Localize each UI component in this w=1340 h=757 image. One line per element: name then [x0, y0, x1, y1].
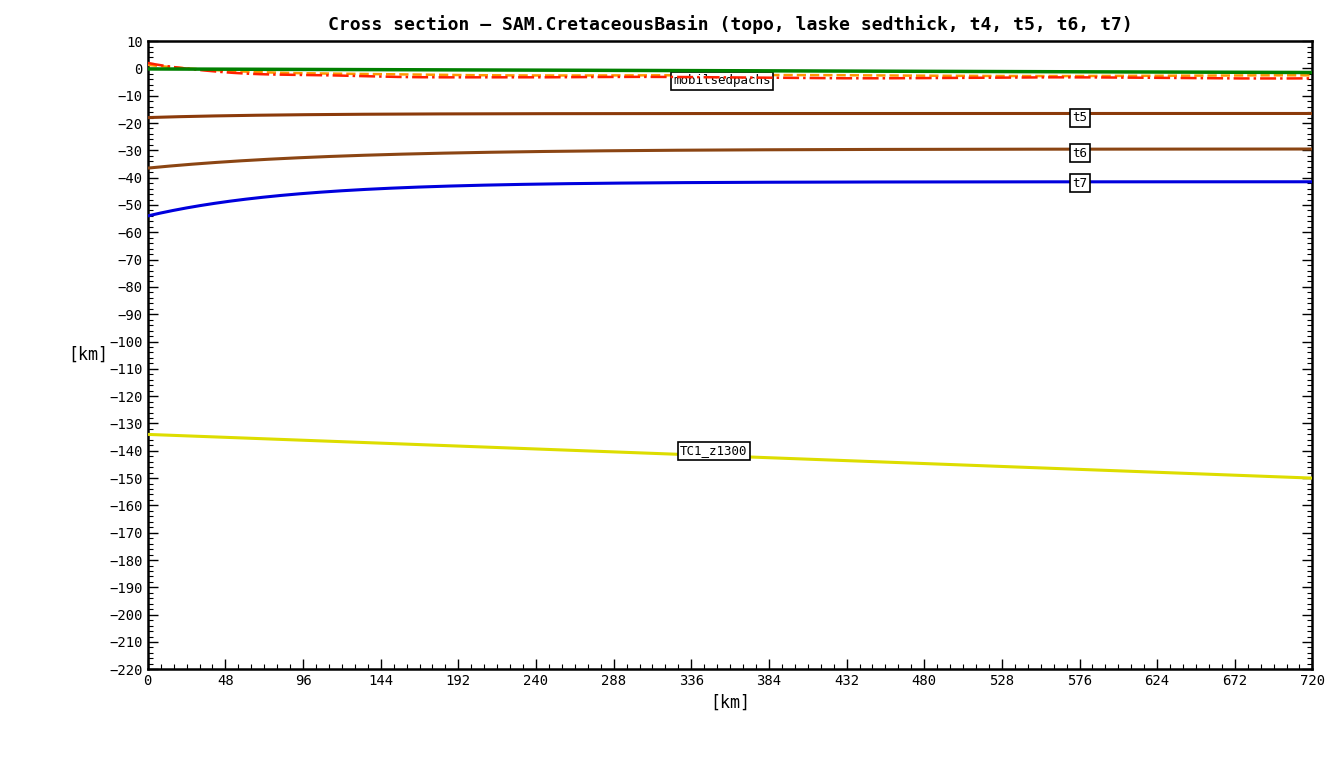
- Text: t7: t7: [1072, 176, 1087, 189]
- Title: Cross section – SAM.CretaceousBasin (topo, laske sedthick, t4, t5, t6, t7): Cross section – SAM.CretaceousBasin (top…: [328, 15, 1132, 34]
- Text: TC1_z1300: TC1_z1300: [681, 444, 748, 457]
- X-axis label: [km]: [km]: [710, 693, 750, 712]
- Text: t5: t5: [1072, 111, 1087, 124]
- Y-axis label: [km]: [km]: [68, 346, 109, 364]
- Text: t6: t6: [1072, 147, 1087, 160]
- Text: mobilsedpachs: mobilsedpachs: [673, 74, 770, 87]
